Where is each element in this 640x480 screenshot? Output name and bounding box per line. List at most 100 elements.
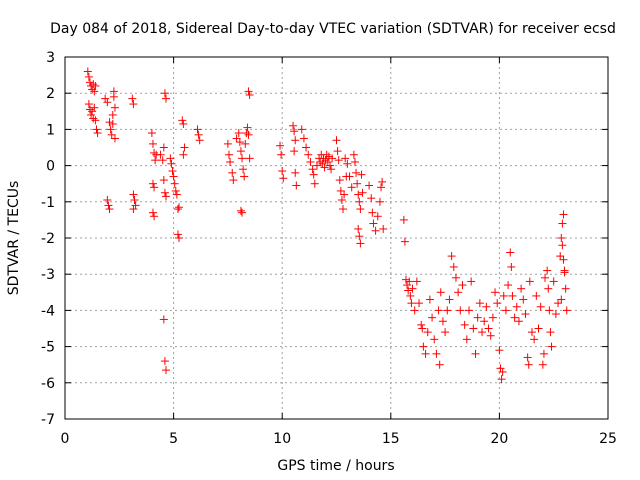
data-point	[238, 154, 247, 163]
data-point	[436, 288, 445, 297]
chart-title: Day 084 of 2018, Sidereal Day-to-day VTE…	[50, 21, 616, 37]
data-point	[159, 315, 168, 324]
data-point	[161, 94, 170, 103]
data-point	[289, 121, 298, 130]
data-point	[150, 148, 159, 157]
data-point	[378, 177, 387, 186]
data-point	[336, 186, 345, 195]
data-point	[561, 284, 570, 293]
data-point	[514, 317, 523, 326]
data-point	[560, 268, 569, 277]
data-point	[312, 161, 321, 170]
data-point	[170, 179, 179, 188]
data-point	[290, 147, 299, 156]
data-point	[107, 130, 116, 139]
data-point	[405, 277, 414, 286]
data-point	[399, 215, 408, 224]
data-point	[456, 306, 465, 315]
grid-layer	[65, 57, 608, 419]
data-point	[175, 234, 184, 242]
data-point	[158, 156, 167, 165]
data-point	[89, 114, 98, 123]
data-point	[148, 179, 157, 188]
data-point	[91, 116, 100, 125]
data-point	[377, 183, 386, 192]
data-point	[161, 366, 170, 375]
data-point	[171, 186, 180, 195]
data-point	[471, 349, 480, 358]
data-point	[335, 176, 344, 185]
data-point	[506, 248, 515, 257]
data-point	[236, 206, 245, 215]
y-tick-label: 3	[46, 50, 55, 66]
data-point	[412, 277, 421, 286]
data-point	[148, 208, 157, 217]
data-point	[367, 194, 376, 203]
data-point	[493, 299, 502, 308]
data-point	[355, 232, 364, 241]
data-point	[491, 288, 500, 297]
data-point	[229, 176, 238, 185]
data-point	[559, 255, 568, 264]
data-point	[167, 159, 176, 168]
data-point	[532, 291, 541, 300]
y-tick-label: -2	[41, 231, 55, 247]
data-point	[160, 188, 169, 197]
data-point	[101, 94, 110, 103]
data-point	[451, 273, 460, 282]
data-point	[469, 324, 478, 333]
data-point	[179, 119, 188, 128]
data-point	[175, 203, 184, 212]
data-point	[108, 119, 117, 128]
data-point	[543, 266, 552, 275]
data-point	[425, 295, 434, 304]
data-point	[235, 138, 244, 147]
data-point	[402, 275, 411, 284]
data-point	[349, 150, 358, 159]
data-point	[547, 342, 556, 351]
data-point	[334, 156, 343, 165]
data-point	[178, 116, 187, 125]
data-point	[549, 277, 558, 286]
data-point	[309, 170, 318, 179]
data-point	[85, 105, 94, 114]
data-point	[328, 154, 337, 163]
data-point	[234, 129, 243, 138]
data-point	[354, 224, 363, 233]
data-point	[460, 320, 469, 329]
data-point	[228, 168, 237, 177]
data-point	[379, 224, 388, 233]
data-point	[172, 190, 181, 199]
data-point	[194, 130, 203, 139]
data-point	[562, 306, 571, 315]
data-point	[443, 306, 452, 315]
data-point	[151, 156, 160, 165]
data-point	[517, 284, 526, 293]
data-point	[538, 360, 547, 369]
data-point	[244, 130, 253, 139]
y-tick-label: 2	[46, 86, 55, 102]
data-point	[350, 157, 359, 166]
data-point	[242, 129, 251, 138]
data-point	[169, 172, 178, 181]
data-point	[128, 94, 137, 103]
data-point	[519, 295, 528, 304]
data-point	[499, 291, 508, 300]
data-point	[173, 230, 182, 239]
data-point	[173, 205, 182, 214]
data-point	[525, 277, 534, 286]
data-point	[556, 252, 565, 261]
data-point	[129, 100, 138, 109]
data-point	[195, 136, 204, 145]
data-point	[527, 328, 536, 337]
data-point	[103, 195, 112, 204]
data-point	[291, 136, 300, 145]
data-point	[180, 143, 189, 152]
y-tick-label: -5	[41, 340, 55, 356]
data-point	[343, 159, 352, 168]
data-point	[240, 172, 249, 181]
data-point	[156, 150, 165, 159]
data-point	[355, 197, 364, 206]
data-point	[325, 161, 334, 170]
